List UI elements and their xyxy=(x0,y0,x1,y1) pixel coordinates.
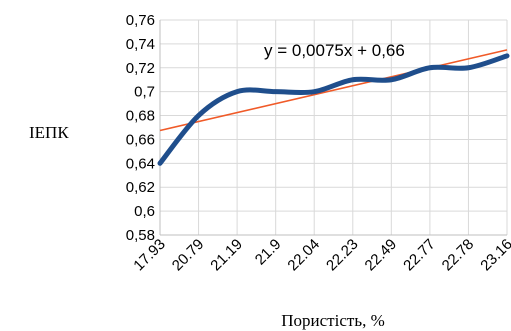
x-tick-label: 21.19 xyxy=(207,236,246,275)
x-tick-label: 22.23 xyxy=(323,236,362,275)
y-tick-label: 0,64 xyxy=(126,155,155,172)
y-tick-label: 0,72 xyxy=(126,60,155,77)
y-tick-label: 0,58 xyxy=(126,227,155,244)
x-tick-label: 20.79 xyxy=(169,236,208,275)
x-tick-label: 22.04 xyxy=(284,236,323,275)
y-tick-label: 0,62 xyxy=(126,179,155,196)
series-line xyxy=(157,53,510,166)
trendline xyxy=(159,49,508,132)
x-tick-label: 22.78 xyxy=(439,236,478,275)
x-axis-title: Пористість, % xyxy=(281,311,384,330)
y-tick-label: 0,66 xyxy=(126,131,155,148)
y-tick-label: 0,7 xyxy=(134,84,155,101)
trendline-equation: y = 0,0075x + 0,66 xyxy=(264,41,405,60)
x-tick-label: 22.49 xyxy=(362,236,401,275)
y-axis-ticks: 0,58 0,6 0,62 0,64 0,66 0,68 0,7 0,72 0,74 0,76 xyxy=(126,12,155,244)
y-tick-label: 0,68 xyxy=(126,108,155,125)
y-tick-label: 0,76 xyxy=(126,12,155,29)
x-axis-ticks: 17.93 20.79 21.19 21.9 22.04 22.23 22.49 22.77 2… xyxy=(130,236,511,275)
x-tick-label: 21.9 xyxy=(252,236,285,269)
x-tick-label: 23.16 xyxy=(477,236,511,275)
y-tick-label: 0,74 xyxy=(126,36,155,53)
x-tick-label: 22.77 xyxy=(400,236,439,275)
y-axis-title: ІЕПК xyxy=(29,123,69,142)
y-tick-label: 0,6 xyxy=(134,203,155,220)
grid xyxy=(159,19,508,236)
